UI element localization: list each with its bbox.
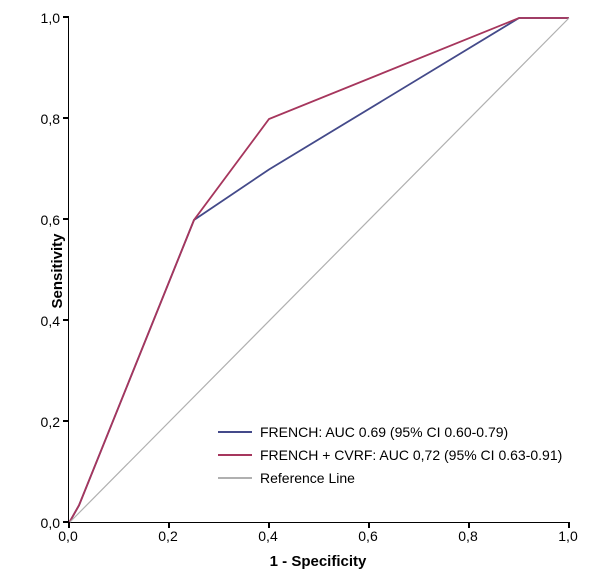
legend: FRENCH: AUC 0.69 (95% CI 0.60-0.79) FRENC… (218, 422, 562, 491)
legend-item-french: FRENCH: AUC 0.69 (95% CI 0.60-0.79) (218, 422, 562, 442)
y-tick-label: 1,0 (41, 10, 60, 26)
x-axis-title: 1 - Specificity (270, 553, 367, 570)
legend-label: Reference Line (260, 470, 355, 486)
x-tick-label: 0,6 (358, 528, 377, 544)
y-tick-label: 0,4 (41, 313, 60, 329)
y-tick-mark (63, 16, 69, 18)
legend-label: FRENCH: AUC 0.69 (95% CI 0.60-0.79) (260, 424, 508, 440)
legend-swatch (218, 431, 252, 433)
y-tick-mark (63, 420, 69, 422)
y-tick-label: 0,2 (41, 414, 60, 430)
x-tick-label: 0,4 (258, 528, 277, 544)
x-tick-label: 1,0 (558, 528, 577, 544)
y-tick-label: 0,6 (41, 212, 60, 228)
legend-item-french_cvrf: FRENCH + CVRF: AUC 0,72 (95% CI 0.63-0.9… (218, 445, 562, 465)
y-tick-label: 0,0 (41, 515, 60, 531)
y-axis-title: Sensitivity (49, 233, 66, 308)
legend-swatch (218, 477, 252, 478)
legend-label: FRENCH + CVRF: AUC 0,72 (95% CI 0.63-0.9… (260, 447, 562, 463)
legend-item-reference: Reference Line (218, 468, 562, 488)
x-tick-label: 0,0 (58, 528, 77, 544)
x-tick-label: 0,2 (158, 528, 177, 544)
roc-chart: Sensitivity 1 - Specificity FRENCH: AUC … (68, 18, 568, 523)
y-tick-label: 0,8 (41, 111, 60, 127)
y-tick-mark (63, 117, 69, 119)
x-tick-label: 0,8 (458, 528, 477, 544)
legend-swatch (218, 454, 252, 456)
y-tick-mark (63, 218, 69, 220)
y-tick-mark (63, 319, 69, 321)
